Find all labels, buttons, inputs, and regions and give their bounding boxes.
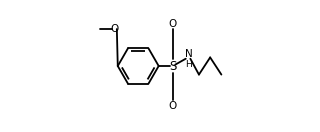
Text: O: O [110, 24, 119, 34]
Text: O: O [168, 19, 177, 29]
Text: H: H [185, 60, 192, 69]
Text: N: N [185, 49, 192, 59]
Text: S: S [169, 60, 176, 72]
Text: O: O [168, 101, 177, 111]
